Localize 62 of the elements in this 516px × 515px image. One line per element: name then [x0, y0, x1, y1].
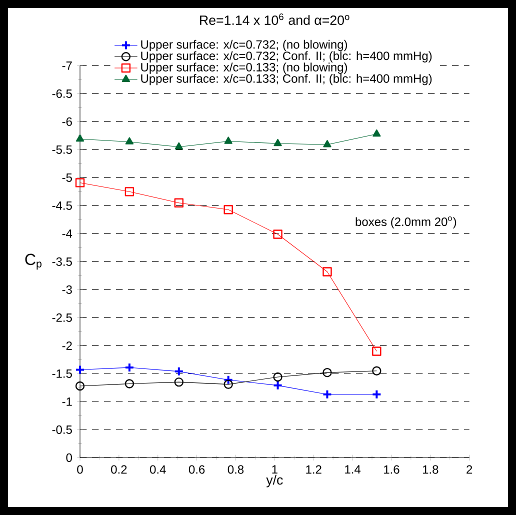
- x-tick-label: 1.8: [422, 465, 438, 474]
- point: [124, 362, 134, 373]
- y-tick-label: -4.5: [52, 201, 72, 210]
- point: [75, 364, 86, 375]
- point: [224, 136, 232, 144]
- point: [323, 140, 332, 148]
- x-tick-label: 1.2: [306, 465, 322, 474]
- y-tick-label: -1: [62, 398, 72, 406]
- y-tick-label: 0: [66, 453, 72, 462]
- y-tick-label: -7: [62, 62, 72, 70]
- point: [322, 267, 332, 276]
- point: [273, 372, 282, 382]
- point: [372, 129, 381, 137]
- y-tick-label: -4: [62, 230, 72, 238]
- x-axis-title: y/c: [266, 474, 283, 488]
- annotation: boxes (2.0mm 20$^{o}$): [356, 216, 456, 228]
- point: [174, 142, 183, 150]
- x-tick-label: 0.2: [111, 465, 127, 474]
- point: [372, 346, 382, 356]
- x-tick-label: 0.8: [228, 465, 244, 474]
- legend-label: Upper surface: x/c=0.133; (no blowing): [141, 62, 348, 74]
- x-tick-label: 0.6: [188, 465, 205, 474]
- y-tick-label: -2: [62, 341, 72, 350]
- point: [372, 366, 382, 376]
- point: [272, 380, 283, 390]
- point: [322, 389, 332, 400]
- point: [75, 178, 85, 188]
- point: [75, 381, 85, 391]
- x-tick-label: 1: [272, 465, 278, 474]
- y-tick-label: -1.5: [52, 369, 72, 378]
- point: [174, 198, 184, 208]
- y-tick-label: -6: [62, 117, 72, 126]
- x-tick-label: 1.6: [384, 465, 400, 474]
- y-tick-label: -0.5: [52, 425, 72, 434]
- point: [372, 389, 382, 400]
- point: [124, 187, 134, 196]
- chart-title: Re=1.14 x 10$^{6}$ and α=20$^{o}$: [200, 13, 350, 25]
- point: [174, 366, 184, 376]
- y-tick-label: -5.5: [52, 145, 72, 154]
- x-tick-label: 1.4: [345, 465, 361, 474]
- point: [224, 204, 233, 214]
- legend-label: Upper surface: x/c=0.133; Conf. II; (blc: h=400 mmHg): [141, 74, 432, 86]
- legend-label: Upper surface: x/c=0.732; Conf. II; (blc: h=400 mmHg): [141, 51, 432, 62]
- x-tick-label: 0: [77, 465, 83, 474]
- point: [273, 230, 282, 239]
- point: [224, 380, 233, 389]
- x-tick-label: 2: [466, 465, 472, 474]
- y-tick-label: -3.5: [52, 257, 72, 266]
- point: [274, 138, 282, 146]
- y-tick-label: -5: [62, 173, 72, 182]
- point: [223, 374, 234, 385]
- y-axis-title: C$_{p}$: [25, 254, 42, 270]
- point: [124, 379, 134, 388]
- point: [174, 377, 184, 387]
- x-tick-label: 0.4: [150, 465, 166, 474]
- y-tick-label: -6.5: [52, 89, 72, 98]
- point: [76, 134, 84, 142]
- legend-label: Upper surface: x/c=0.732; (no blowing): [141, 40, 348, 52]
- point: [125, 137, 134, 144]
- y-tick-label: -3: [62, 285, 72, 294]
- point: [322, 368, 332, 378]
- y-tick-label: -2.5: [52, 313, 72, 322]
